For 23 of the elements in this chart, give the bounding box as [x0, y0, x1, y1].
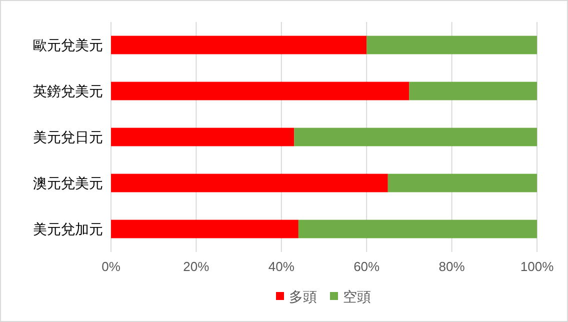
y-tick-label: 歐元兌美元 [33, 37, 103, 53]
y-tick-label: 美元兌加元 [33, 221, 103, 237]
bar [111, 82, 410, 100]
bar [409, 82, 537, 100]
y-tick-label: 美元兌日元 [33, 129, 103, 145]
legend-label: 多頭 [289, 288, 317, 304]
bar [366, 36, 537, 54]
x-tick-label: 40% [268, 259, 295, 274]
bar [111, 220, 298, 238]
x-tick-label: 80% [438, 259, 466, 274]
x-tick-label: 60% [354, 259, 380, 274]
bar [388, 174, 537, 192]
y-tick-label: 澳元兌美元 [33, 175, 103, 191]
bar [111, 174, 388, 192]
y-tick-label: 英鎊兌美元 [33, 83, 103, 99]
x-tick-label: 0% [102, 259, 121, 274]
x-tick-label: 100% [520, 259, 554, 274]
x-tick-label: 20% [183, 259, 210, 274]
bar [111, 36, 367, 54]
bar [111, 128, 294, 146]
legend-label: 空頭 [343, 288, 371, 304]
bar [294, 128, 537, 146]
bar [298, 220, 537, 238]
